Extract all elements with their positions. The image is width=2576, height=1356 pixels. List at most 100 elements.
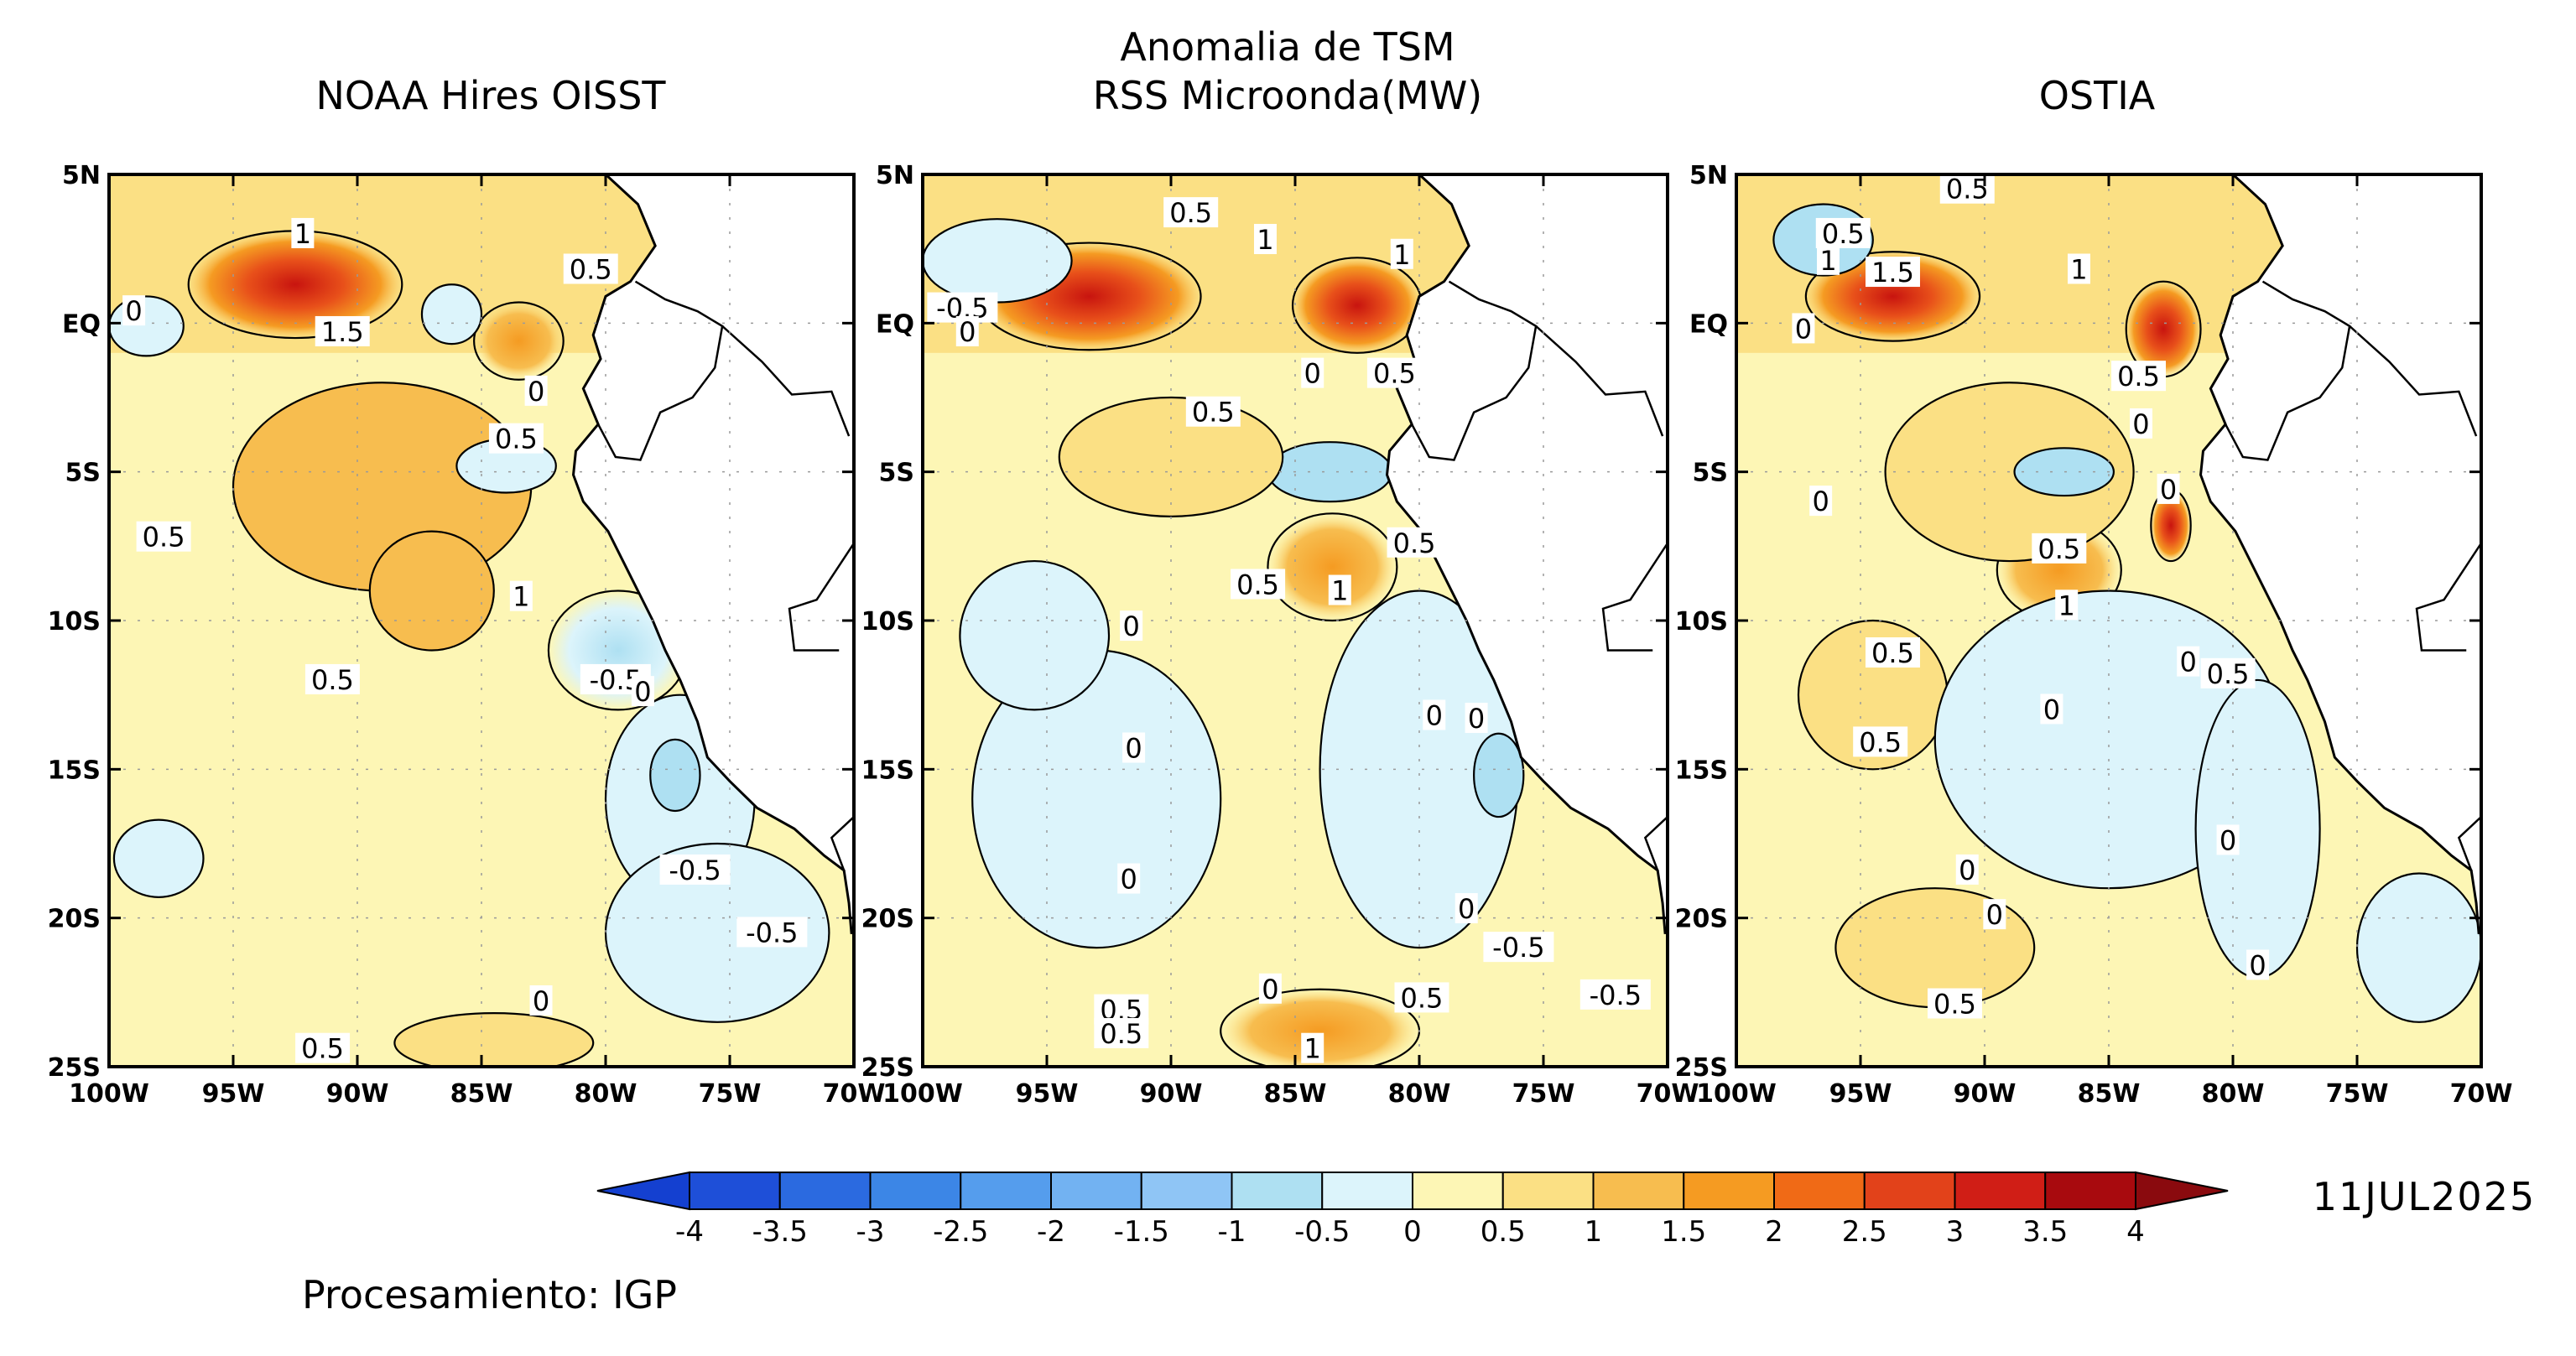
contour-label: 0.5 xyxy=(2207,658,2250,690)
contour-label-bg xyxy=(631,676,654,707)
contour-label-bg xyxy=(1465,703,1488,734)
contour-label-bg xyxy=(563,253,618,284)
contour-label: 0.5 xyxy=(301,1033,344,1065)
country-border xyxy=(597,280,724,461)
contour-label-bg xyxy=(1815,217,1871,248)
country-border xyxy=(2349,325,2478,437)
country-border xyxy=(2457,816,2481,871)
anomaly-contour-patch xyxy=(1267,441,1393,503)
contour-label: 0 xyxy=(1121,864,1137,896)
y-tick-label: 15S xyxy=(48,756,101,785)
colorbar-label: -1 xyxy=(1218,1215,1246,1249)
contour-label: 0 xyxy=(959,316,976,348)
anomaly-contour-patch xyxy=(1267,512,1398,622)
contour-label: 0.5 xyxy=(1859,726,1902,758)
y-tick-label: 20S xyxy=(861,905,914,934)
contour-label-bg xyxy=(1394,982,1449,1013)
colorbar-label: 4 xyxy=(2126,1215,2145,1249)
contour-label-bg xyxy=(1955,854,1979,885)
country-border xyxy=(788,543,854,652)
contour-label: 1 xyxy=(1393,239,1410,271)
colorbar-segment xyxy=(1231,1172,1324,1210)
contour-label: 0 xyxy=(634,676,651,708)
anomaly-contour-patch xyxy=(959,559,1111,711)
contour-label-bg xyxy=(291,217,315,248)
y-tick-label: 5N xyxy=(1689,161,1728,190)
land-area xyxy=(2199,174,2481,934)
contour-label: 0 xyxy=(2160,474,2177,506)
x-tick-label: 95W xyxy=(1016,1079,1079,1109)
contour-label-bg xyxy=(659,854,731,885)
x-tick-label: 70W xyxy=(823,1079,886,1109)
contour-label-bg xyxy=(122,295,146,326)
anomaly-contour-patch xyxy=(2355,872,2481,1023)
anomaly-contour-patch xyxy=(923,218,1073,304)
colorbar-segment xyxy=(689,1172,781,1210)
contour-label: 0 xyxy=(528,376,544,408)
contour-label-bg xyxy=(1163,197,1219,228)
contour-label: 1 xyxy=(1257,224,1273,256)
contour-label-bg xyxy=(1117,863,1141,894)
x-tick-label: 80W xyxy=(575,1079,637,1109)
contour-label-bg xyxy=(509,580,533,611)
contour-label: 0 xyxy=(2249,949,2266,981)
colorbar-label: -0.5 xyxy=(1294,1215,1350,1249)
contour-label: 0 xyxy=(125,295,142,327)
contour-label: 0 xyxy=(533,985,549,1017)
country-border xyxy=(721,325,851,437)
y-tick-label: 10S xyxy=(861,607,914,636)
colorbar-segment xyxy=(1321,1172,1413,1210)
contour-label-bg xyxy=(1231,569,1286,600)
contour-label-bg xyxy=(1853,726,1908,757)
y-tick-label: 5S xyxy=(879,459,914,488)
x-tick-label: 75W xyxy=(699,1079,762,1109)
date-label: 11JUL2025 xyxy=(2313,1174,2536,1219)
contour-label: 1 xyxy=(1304,1033,1321,1065)
contour-label: 0 xyxy=(2180,647,2197,678)
contour-label: 0 xyxy=(1304,358,1321,390)
country-border xyxy=(1535,325,1664,437)
x-tick-label: 85W xyxy=(1264,1079,1327,1109)
x-tick-label: 75W xyxy=(2326,1079,2389,1109)
contour-label-bg xyxy=(955,315,979,346)
x-tick-label: 95W xyxy=(1829,1079,1892,1109)
contour-label: 0 xyxy=(2043,694,2060,725)
contour-label: 0 xyxy=(2220,824,2236,856)
colorbar-segment xyxy=(1683,1172,1775,1210)
contour-label: 0.5 xyxy=(1822,218,1865,250)
contour-label: 0 xyxy=(1262,974,1278,1005)
map-panel-noaa-hires-oisst: 10.501.500.50.510.5 -0.50-0.5-0.500.5100W… xyxy=(48,161,886,1109)
x-tick-label: 90W xyxy=(326,1079,389,1109)
panel-title-ostia: OSTIA xyxy=(2039,73,2156,118)
y-tick-label: 25S xyxy=(861,1053,914,1083)
contour-label-bg xyxy=(1792,313,1815,344)
colorbar-label: -1.5 xyxy=(1114,1215,1169,1249)
country-border xyxy=(2415,543,2481,652)
colorbar-high-arrow xyxy=(2135,1171,2229,1211)
y-tick-label: 5S xyxy=(1693,459,1728,488)
contour-label-bg xyxy=(1983,899,2006,930)
colorbar-label: 2.5 xyxy=(1842,1215,1887,1249)
anomaly-contour-patch xyxy=(1291,257,1423,354)
land-area xyxy=(571,174,854,934)
contour-label: 0.5 xyxy=(311,664,354,696)
contour-label-bg xyxy=(1579,979,1651,1010)
x-tick-label: 85W xyxy=(450,1079,513,1109)
contour-label: -0.5 xyxy=(669,855,721,886)
anomaly-contour-patch xyxy=(604,842,830,1023)
contour-label: 0.5 xyxy=(143,522,185,553)
colorbar-segment xyxy=(778,1172,872,1210)
x-tick-label: 95W xyxy=(202,1079,265,1109)
contour-label: 0.5 xyxy=(1236,569,1279,600)
contour-label-bg xyxy=(1253,224,1277,255)
colorbar-label: 2 xyxy=(1765,1215,1783,1249)
contour-label: 1 xyxy=(2058,590,2075,621)
colorbar-label: 1.5 xyxy=(1661,1215,1706,1249)
anomaly-contour-patch xyxy=(368,530,495,652)
y-tick-label: 5N xyxy=(876,161,914,190)
colorbar-segment xyxy=(1050,1172,1142,1210)
colorbar-segment xyxy=(869,1172,962,1210)
contour-label-bg xyxy=(736,917,808,948)
